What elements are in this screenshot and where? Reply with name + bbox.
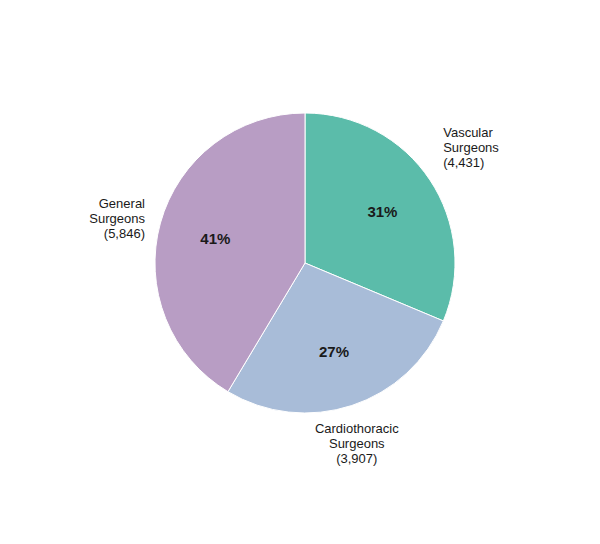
svg-text:27%: 27% (319, 343, 349, 360)
svg-text:31%: 31% (367, 203, 397, 220)
svg-text:GeneralSurgeons(5,846): GeneralSurgeons(5,846) (89, 196, 145, 241)
svg-text:CardiothoracicSurgeons(3,907): CardiothoracicSurgeons(3,907) (315, 421, 399, 466)
svg-text:VascularSurgeons(4,431): VascularSurgeons(4,431) (443, 125, 499, 170)
svg-text:41%: 41% (200, 230, 230, 247)
